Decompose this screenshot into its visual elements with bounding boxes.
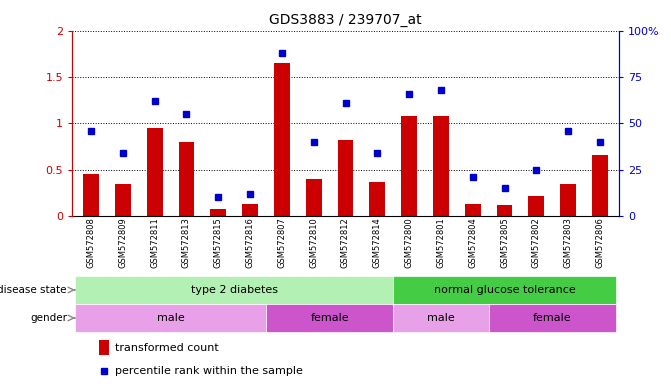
Bar: [433, 116, 449, 216]
Bar: [465, 204, 480, 216]
Bar: [401, 116, 417, 216]
Bar: [266, 304, 393, 332]
Bar: [306, 179, 321, 216]
Bar: [75, 276, 393, 304]
Text: female: female: [310, 313, 349, 323]
Bar: [274, 63, 290, 216]
Bar: [592, 155, 608, 216]
Bar: [393, 304, 488, 332]
Text: disease state: disease state: [0, 285, 67, 295]
Bar: [210, 209, 226, 216]
Bar: [497, 205, 513, 216]
Bar: [338, 140, 354, 216]
Bar: [83, 174, 99, 216]
Bar: [393, 276, 616, 304]
Title: GDS3883 / 239707_at: GDS3883 / 239707_at: [269, 13, 422, 27]
Bar: [147, 128, 162, 216]
Bar: [99, 340, 109, 356]
Bar: [115, 184, 131, 216]
Text: gender: gender: [30, 313, 67, 323]
Bar: [369, 182, 385, 216]
Bar: [560, 184, 576, 216]
Text: female: female: [533, 313, 572, 323]
Text: type 2 diabetes: type 2 diabetes: [191, 285, 278, 295]
Text: male: male: [427, 313, 455, 323]
Text: transformed count: transformed count: [115, 343, 219, 353]
Text: male: male: [157, 313, 185, 323]
Bar: [528, 196, 544, 216]
Bar: [488, 304, 616, 332]
Text: normal glucose tolerance: normal glucose tolerance: [433, 285, 576, 295]
Bar: [242, 204, 258, 216]
Bar: [75, 304, 266, 332]
Bar: [178, 142, 195, 216]
Text: percentile rank within the sample: percentile rank within the sample: [115, 366, 303, 376]
